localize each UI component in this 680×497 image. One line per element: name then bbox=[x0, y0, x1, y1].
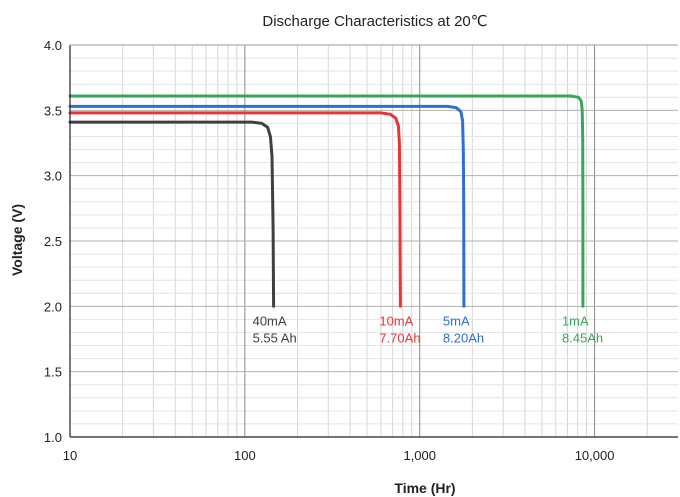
x-tick-label: 10 bbox=[63, 448, 77, 463]
data-label-1mA: 1mA bbox=[562, 313, 589, 328]
y-tick-label: 2.0 bbox=[44, 299, 62, 314]
y-axis-label: Voltage (V) bbox=[9, 204, 25, 276]
x-tick-label: 10,000 bbox=[575, 448, 615, 463]
data-label-capacity: 8.45Ah bbox=[562, 330, 603, 345]
y-tick-label: 4.0 bbox=[44, 38, 62, 53]
y-tick-label: 3.5 bbox=[44, 103, 62, 118]
y-tick-label: 2.5 bbox=[44, 234, 62, 249]
series-line-5mA bbox=[68, 104, 466, 308]
series-line-40mA bbox=[68, 120, 276, 308]
x-tick-label: 1,000 bbox=[403, 448, 436, 463]
x-axis-label: Time (Hr) bbox=[394, 480, 455, 496]
chart-title: Discharge Characteristics at 20℃ bbox=[262, 13, 487, 30]
x-tick-label: 100 bbox=[234, 448, 256, 463]
data-label-capacity: 5.55 Ah bbox=[253, 330, 297, 345]
data-label-capacity: 7.70Ah bbox=[379, 330, 420, 345]
y-tick-label: 1.0 bbox=[44, 430, 62, 445]
y-tick-label: 3.0 bbox=[44, 169, 62, 184]
data-label-capacity: 8.20Ah bbox=[443, 330, 484, 345]
data-label-5mA: 5mA bbox=[443, 313, 470, 328]
series-line-1mA bbox=[68, 94, 585, 308]
series-line-10mA bbox=[68, 111, 402, 308]
y-tick-label: 1.5 bbox=[44, 365, 62, 380]
data-label-10mA: 10mA bbox=[379, 313, 413, 328]
data-label-40mA: 40mA bbox=[253, 313, 287, 328]
